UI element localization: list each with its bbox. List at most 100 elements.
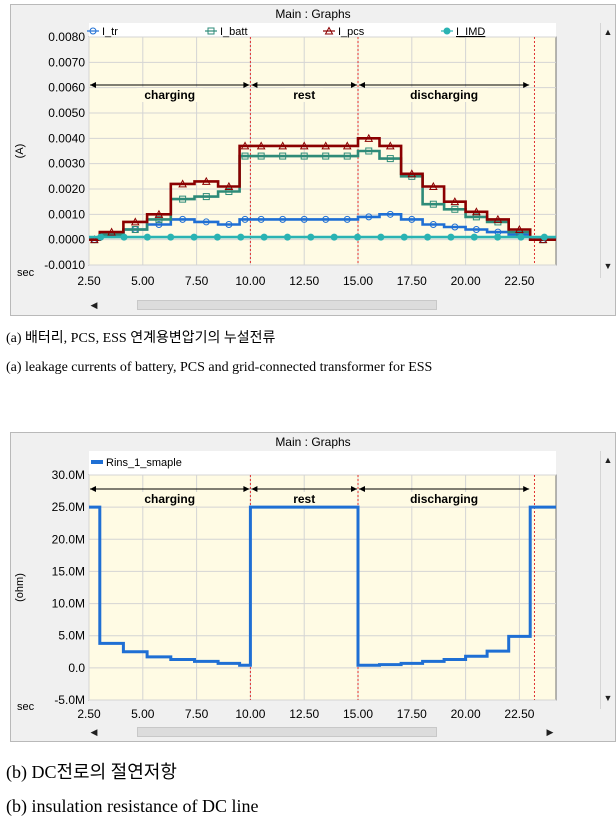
phase-arrow-head [523, 486, 530, 492]
data-marker [493, 214, 503, 223]
phase-arrow-head [243, 486, 250, 492]
y-tick-label: -5.0M [54, 693, 85, 707]
x-tick-label: 17.50 [397, 707, 427, 721]
horizontal-scrollbar[interactable]: ◀ ▶ [87, 725, 557, 739]
vertical-scrollbar[interactable]: ▲ ▼ [600, 23, 615, 278]
x-tick-label: 22.50 [504, 274, 534, 288]
y-tick-label: 30.0M [52, 468, 85, 482]
y-tick-label: 5.0M [58, 629, 85, 643]
y-tick-label: 0.0050 [48, 106, 85, 120]
phase-arrow-head [90, 486, 96, 492]
series-line [89, 137, 556, 241]
scrollbar-thumb[interactable] [137, 300, 437, 310]
data-marker [190, 233, 198, 241]
graph-window-a: Main : Graphs ▲ ▼ 0.0080 0.0070 0.0060 0.00… [10, 4, 616, 316]
x-tick-label: 15.00 [343, 707, 373, 721]
triangle-up-icon[interactable]: ▲ [603, 27, 613, 37]
data-marker [322, 215, 330, 223]
horizontal-scrollbar[interactable]: ◀ [87, 298, 557, 312]
scrollbar-thumb[interactable] [137, 727, 437, 737]
data-marker [385, 141, 395, 150]
data-marker [283, 233, 291, 241]
data-marker [424, 233, 432, 241]
x-axis-label: sec [17, 701, 35, 713]
data-marker [307, 233, 315, 241]
data-marker [279, 152, 287, 160]
y-tick-label: 0.0010 [48, 207, 85, 221]
phase-label: discharging [410, 492, 478, 506]
data-marker [451, 205, 459, 213]
phase-label: charging [144, 492, 195, 506]
x-tick-label: 2.50 [77, 707, 101, 721]
x-tick-label: 10.00 [235, 707, 265, 721]
caption-b-english: (b) insulation resistance of DC line [6, 796, 259, 816]
y-tick-label: 0.0040 [48, 131, 85, 145]
data-marker [354, 233, 362, 241]
data-marker [97, 233, 105, 241]
data-marker [279, 215, 287, 223]
y-tick-label: 0.0070 [48, 55, 85, 69]
data-marker [517, 233, 525, 241]
phase-label: rest [293, 88, 315, 102]
data-marker [155, 220, 163, 228]
phase-label-bg [400, 88, 488, 102]
caption-a-korean: (a) 배터리, PCS, ESS 연계용변압기의 누설전류 [6, 331, 276, 346]
y-tick-label: -0.0010 [44, 258, 85, 272]
series-line [89, 505, 556, 667]
phase-label: discharging [410, 88, 478, 102]
x-tick-label: 20.00 [451, 274, 481, 288]
phase-arrow-head [351, 486, 358, 492]
data-marker [515, 224, 524, 234]
legend-entry: I_batt [220, 26, 248, 38]
data-marker [343, 152, 351, 160]
x-tick-label: 15.00 [343, 274, 373, 288]
data-marker [321, 141, 331, 150]
triangle-down-icon[interactable]: ▼ [603, 693, 613, 703]
data-marker [447, 233, 455, 241]
legend-entry: I_tr [102, 26, 118, 38]
data-marker [179, 215, 187, 223]
data-marker [451, 223, 459, 231]
triangle-down-icon[interactable]: ▼ [603, 261, 613, 271]
data-marker [241, 215, 249, 223]
triangle-left-icon[interactable]: ◀ [90, 727, 98, 737]
x-tick-label: 17.50 [397, 274, 427, 288]
phase-label-bg [136, 88, 203, 102]
phase-arrow-head [251, 486, 258, 492]
legend-entry: I_pcs [338, 26, 365, 38]
y-tick-label: 0.0020 [48, 182, 85, 196]
y-axis-label: (A) [14, 144, 26, 159]
insulation-resistance-chart: 30.0M 25.0M 20.0M 15.0M 10.0M 5.0M 0.0 -5.0M2.5… [14, 451, 557, 721]
phase-arrow-head [251, 82, 258, 88]
data-marker [377, 233, 385, 241]
data-marker [429, 220, 437, 228]
y-tick-label: 0.0080 [48, 30, 85, 44]
plot-area [88, 474, 557, 701]
x-tick-label: 7.50 [185, 274, 209, 288]
x-tick-label: 2.50 [77, 274, 101, 288]
data-marker [470, 233, 478, 241]
data-marker [300, 152, 308, 160]
data-marker [241, 152, 249, 160]
data-marker [202, 218, 210, 226]
data-marker [225, 220, 233, 228]
triangle-right-icon[interactable]: ▶ [546, 727, 554, 737]
data-marker [154, 209, 164, 218]
triangle-up-icon[interactable]: ▲ [603, 455, 613, 465]
y-axis-label: (ohm) [14, 573, 26, 602]
x-tick-label: 5.00 [131, 707, 155, 721]
data-marker [540, 233, 548, 241]
graph-window-b: Main : Graphs ▲ ▼ 30.0M 25.0M 20.0M 15.0M 10… [10, 432, 616, 742]
x-tick-label: 22.50 [504, 707, 534, 721]
phase-arrow-head [523, 82, 530, 88]
phase-arrow-head [351, 82, 358, 88]
data-marker [443, 27, 451, 35]
data-marker [299, 141, 309, 150]
caption-a-english: (a) leakage currents of battery, PCS and… [6, 360, 433, 375]
vertical-scrollbar[interactable]: ▲ ▼ [600, 451, 615, 709]
legend-area [89, 451, 556, 475]
data-marker [330, 233, 338, 241]
data-marker [131, 226, 139, 234]
data-marker [386, 155, 394, 163]
triangle-left-icon[interactable]: ◀ [90, 300, 98, 310]
